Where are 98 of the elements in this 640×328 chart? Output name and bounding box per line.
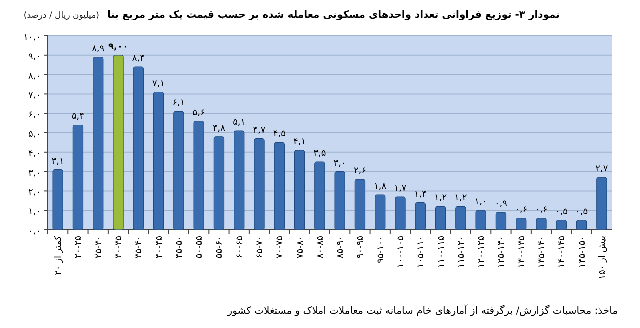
bar — [194, 121, 204, 230]
x-tick-label: کمتر از ۲۰ — [54, 235, 64, 276]
data-label: ۴,۸ — [212, 124, 226, 134]
bar — [516, 218, 527, 230]
x-tick-label: ۷۰-۷۵ — [276, 236, 286, 259]
x-tick-label: ۸۵-۹۰ — [336, 236, 346, 259]
x-tick-label: ۲۰-۲۵ — [74, 236, 84, 259]
data-label: ۵,۱ — [233, 118, 246, 128]
data-label: ۸,۹ — [92, 44, 105, 54]
data-label: ۴,۵ — [273, 130, 286, 140]
bar — [153, 92, 164, 230]
x-tick-label: ۱۱۰-۱۱۵ — [436, 236, 447, 268]
bar — [334, 172, 346, 230]
data-label: ۳,۱ — [52, 156, 64, 167]
bar — [93, 57, 104, 230]
y-tick-label: ۹,۰ — [28, 52, 41, 62]
bar — [174, 111, 184, 230]
y-tick-label: ۳,۰ — [28, 168, 41, 179]
x-tick-label: ۵۰-۵۵ — [195, 236, 206, 259]
data-label: ۸,۴ — [132, 54, 146, 64]
data-label: ۵,۴ — [72, 112, 85, 122]
x-tick-label: ۱۰۵-۱۱۰ — [416, 236, 427, 268]
x-tick-label: ۱۳۰-۱۳۵ — [517, 236, 528, 268]
x-tick-label: ۱۰۰-۱۰۵ — [396, 236, 406, 268]
bar — [234, 130, 245, 230]
x-tick-label: بیش از ۱۵۰ — [598, 236, 608, 280]
bar — [476, 210, 486, 230]
data-label: ۱,۴ — [414, 190, 428, 200]
bar — [254, 138, 265, 230]
bar — [375, 194, 386, 230]
bar — [274, 142, 285, 230]
x-tick-label: ۱۲۵-۱۳۰ — [497, 236, 508, 268]
y-tick-label: ۵,۰ — [28, 130, 41, 140]
x-tick-label: ۶۰-۶۵ — [235, 236, 246, 259]
x-tick-label: ۳۰-۳۵ — [114, 236, 124, 259]
x-tick-label: ۱۲۰-۱۲۵ — [477, 236, 488, 268]
x-tick-label: ۱۴۵-۱۵۰ — [578, 236, 588, 268]
bar — [72, 124, 84, 230]
data-label: ۰,۹ — [494, 200, 508, 210]
bar — [456, 206, 466, 230]
data-label: ۰,۵ — [555, 207, 568, 218]
data-label: ۰,۵ — [576, 207, 588, 218]
data-label: ۱,۸ — [374, 182, 387, 192]
y-tick-label: ۱۰,۰ — [24, 33, 41, 43]
data-label: ۵,۶ — [192, 108, 206, 118]
x-tick-label: ۴۵-۵۰ — [174, 236, 185, 259]
x-tick-label: ۸۰-۸۵ — [316, 236, 326, 259]
data-label: ۹,۰۰ — [108, 42, 128, 52]
y-tick-label: ۲,۰ — [28, 188, 41, 198]
bar — [52, 170, 64, 230]
bar — [113, 55, 124, 230]
data-label: ۳,۰ — [334, 158, 346, 169]
bar — [415, 202, 426, 230]
x-tick-label: ۱۳۵-۱۴۰ — [538, 236, 548, 268]
data-label: ۰,۶ — [515, 205, 528, 216]
x-tick-label: ۱۴۰-۱۴۵ — [558, 236, 568, 268]
x-tick-label: ۱۱۵-۱۲۰ — [456, 236, 467, 268]
data-label: ۳,۵ — [314, 149, 326, 160]
y-tick-label: ۸,۰ — [28, 72, 41, 82]
data-label: ۱,۰ — [474, 198, 488, 208]
bar — [556, 220, 567, 230]
data-label: ۴,۱ — [294, 137, 306, 148]
x-tick-label: ۴۰-۴۵ — [154, 236, 165, 259]
data-label: ۴,۷ — [253, 126, 266, 136]
x-tick-label: ۹۵-۱۰۰ — [376, 236, 386, 264]
y-tick-label: ۶,۰ — [28, 110, 41, 121]
data-label: ۱,۲ — [454, 194, 468, 204]
data-label: ۷,۱ — [152, 79, 166, 90]
bar — [354, 179, 366, 230]
bar — [536, 218, 547, 230]
chart-title: نمودار ۳- توزیع فراوانی تعداد واحدهای مسکونی معامله شده بر حسب قیمت یک متر مربع بنا — [107, 10, 560, 21]
x-tick-label: ۲۵-۳۰ — [94, 236, 104, 259]
bar — [596, 177, 608, 230]
data-label: ۱,۷ — [394, 184, 407, 194]
bar — [496, 212, 507, 230]
y-tick-label: ۷,۰ — [28, 91, 41, 102]
bar — [314, 162, 326, 230]
x-tick-label: ۵۵-۶۰ — [215, 236, 226, 259]
bar — [214, 136, 225, 230]
x-tick-label: ۷۵-۸۰ — [296, 236, 306, 259]
bar — [576, 220, 588, 230]
bar — [435, 206, 446, 230]
y-tick-label: ۰,۰ — [28, 227, 41, 237]
bar — [395, 196, 406, 230]
y-tick-label: ۱,۰ — [28, 208, 41, 218]
y-tick-label: ۴,۰ — [28, 149, 41, 160]
text: ماخذ: محاسبات گزارش/ برگرفته از آمارهای خام سامانه ثبت معاملات املاک و مستغلات کشور — [226, 304, 618, 317]
data-label: ۰,۶ — [535, 205, 548, 216]
chart-subtitle: (میلیون ریال / درصد) — [24, 11, 100, 21]
bar — [294, 150, 306, 230]
data-label: ۶,۱ — [172, 98, 186, 109]
data-label: ۲,۶ — [354, 166, 367, 177]
data-label: ۲,۷ — [596, 164, 608, 175]
x-tick-label: ۳۵-۴۰ — [134, 236, 145, 259]
bar — [133, 66, 144, 230]
x-tick-label: ۶۵-۷۰ — [256, 236, 266, 259]
data-label: ۱,۲ — [434, 194, 448, 204]
x-tick-label: ۹۰-۹۵ — [356, 236, 366, 259]
